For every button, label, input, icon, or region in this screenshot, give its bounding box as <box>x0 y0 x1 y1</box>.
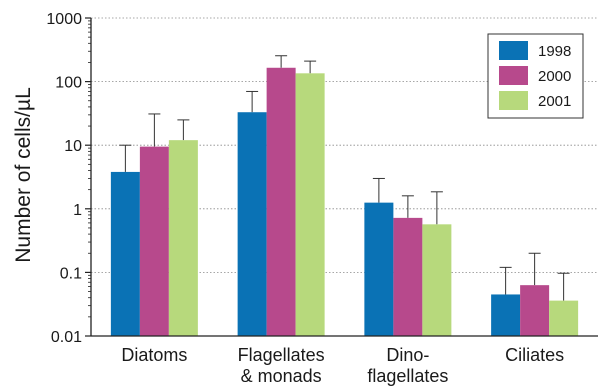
bar-2000 <box>266 67 296 337</box>
y-tick-label: 1000 <box>46 11 82 28</box>
bar-2000 <box>520 285 550 336</box>
bar-2001 <box>422 224 452 336</box>
axes <box>85 17 598 337</box>
x-category-label: Diatoms <box>121 345 187 365</box>
bars <box>110 55 579 337</box>
y-tick-label: 0.01 <box>51 329 82 346</box>
bar-1998 <box>364 202 394 336</box>
x-category-label: & monads <box>241 366 322 386</box>
bar-1998 <box>237 112 267 337</box>
bar-2000 <box>393 217 423 336</box>
bar-2001 <box>295 73 325 336</box>
legend-label: 2001 <box>538 93 571 110</box>
y-axis-title: Number of cells/µL <box>12 87 35 263</box>
y-tick-label: 100 <box>55 75 82 92</box>
legend-label: 2000 <box>538 68 571 85</box>
x-category-label: flagellates <box>367 366 448 386</box>
bar-2000 <box>139 146 169 336</box>
y-tick-label: 1 <box>73 202 82 219</box>
bar-2001 <box>549 300 579 336</box>
bar-2001 <box>168 140 198 336</box>
x-axis-labels: Diatoms Flagellates& monads Dino-flagellat… <box>121 345 564 386</box>
y-tick-label: 0.1 <box>60 265 82 282</box>
x-category-label: Ciliates <box>505 345 564 365</box>
legend-swatch-2000 <box>499 66 528 85</box>
legend-label: 1998 <box>538 43 571 60</box>
y-tick-label: 10 <box>64 138 82 155</box>
y-axis-tick-labels: 1000 100 10 1 0.1 0.01 <box>46 11 82 346</box>
x-category-label: Flagellates <box>238 345 325 365</box>
legend: 1998 2000 2001 <box>487 33 584 119</box>
legend-swatch-1998 <box>499 41 528 60</box>
x-category-label: Dino- <box>386 345 429 365</box>
bar-1998 <box>491 294 521 336</box>
bar-1998 <box>110 171 140 336</box>
legend-swatch-2001 <box>499 91 528 110</box>
